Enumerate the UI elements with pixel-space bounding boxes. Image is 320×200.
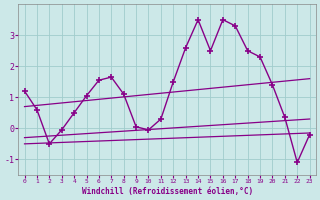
X-axis label: Windchill (Refroidissement éolien,°C): Windchill (Refroidissement éolien,°C) <box>82 187 253 196</box>
